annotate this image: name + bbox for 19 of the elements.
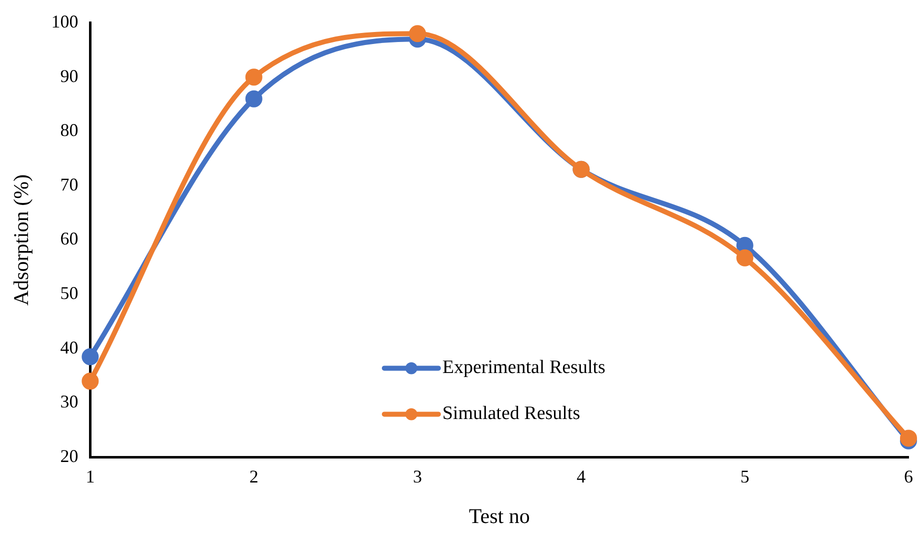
y-tick-label: 30 <box>60 392 78 412</box>
y-tick-label: 60 <box>60 228 78 249</box>
y-tick-label: 50 <box>60 283 78 304</box>
x-tick-label: 5 <box>740 466 750 487</box>
y-axis-title: Adsorption (%) <box>9 174 34 306</box>
y-tick-label: 90 <box>60 66 78 86</box>
x-tick-label: 6 <box>904 466 913 487</box>
x-tick-label: 2 <box>249 466 258 487</box>
x-axis-title: Test no <box>468 504 530 528</box>
legend-label: Simulated Results <box>442 403 580 424</box>
legend-label: Experimental Results <box>442 357 606 378</box>
y-tick-label: 20 <box>60 446 78 466</box>
x-tick-label: 1 <box>86 466 95 487</box>
y-tick-label: 40 <box>60 337 78 358</box>
y-tick-label: 80 <box>60 120 78 140</box>
y-tick-label: 100 <box>51 12 78 32</box>
x-tick-label: 3 <box>413 466 422 487</box>
x-tick-label: 4 <box>576 466 586 487</box>
y-tick-label: 70 <box>60 174 78 194</box>
